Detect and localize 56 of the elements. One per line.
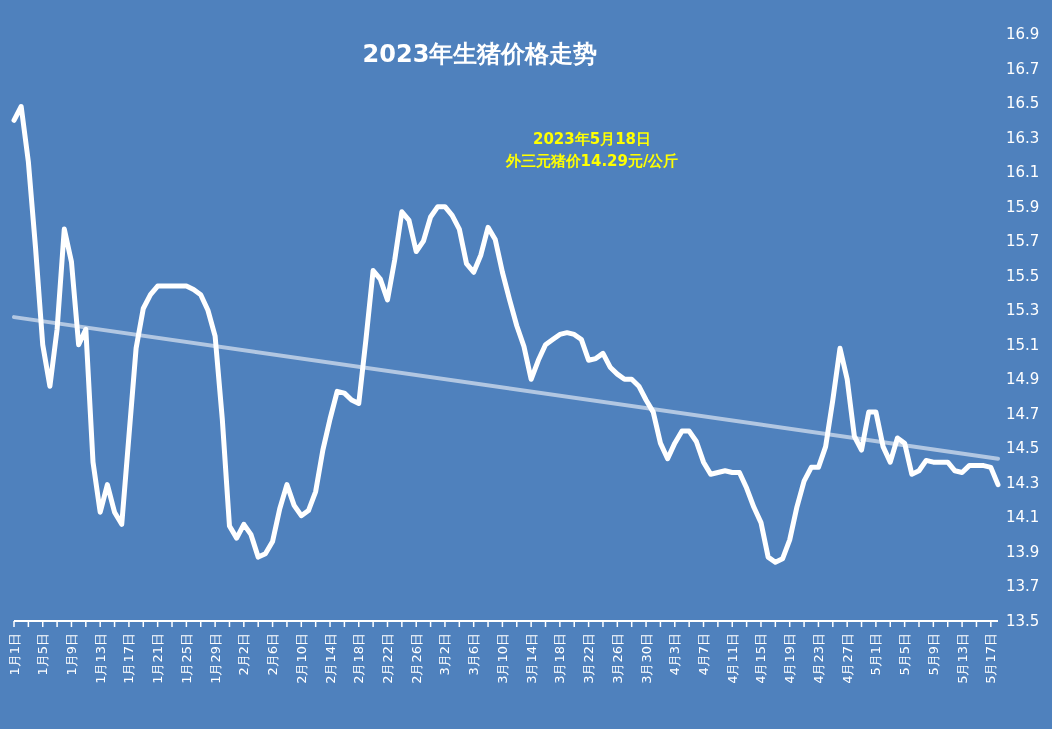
xtick: 4月19日 xyxy=(782,633,798,684)
xtick: 1月21日 xyxy=(150,633,166,684)
ytick: 15.5 xyxy=(1006,266,1040,285)
ytick: 13.7 xyxy=(1006,577,1040,596)
xtick: 1月13日 xyxy=(92,633,108,684)
ytick: 13.5 xyxy=(1006,612,1040,630)
xtick: 3月10日 xyxy=(494,633,510,684)
xtick: 2月22日 xyxy=(380,633,395,684)
ytick: 14.9 xyxy=(1006,370,1040,389)
xtick: 5月9日 xyxy=(925,633,941,676)
ytick: 16.3 xyxy=(1006,128,1040,147)
xtick: 2月2日 xyxy=(236,633,252,676)
ytick: 16.1 xyxy=(1006,163,1040,182)
ytick: 16.9 xyxy=(1006,25,1040,43)
xtick: 2月26日 xyxy=(408,633,424,684)
xtick: 5月1日 xyxy=(868,633,884,676)
xtick: 2月18日 xyxy=(351,633,367,684)
xtick: 3月14日 xyxy=(523,633,539,684)
xtick: 4月11日 xyxy=(724,633,740,684)
xtick: 3月22日 xyxy=(581,633,597,684)
xtick: 2月6日 xyxy=(265,633,281,676)
xtick: 1月1日 xyxy=(6,633,22,676)
xtick: 1月25日 xyxy=(178,633,194,684)
title: 2023年生猪价格走势 xyxy=(362,40,598,68)
xtick: 3月26日 xyxy=(609,633,625,684)
annotation: 2023年5月18日 xyxy=(532,130,652,148)
annotation: 外三元猪价14.29元/公斤 xyxy=(505,152,679,170)
ytick: 15.3 xyxy=(1006,301,1040,320)
ytick: 16.5 xyxy=(1006,94,1040,113)
xtick: 2月10日 xyxy=(293,633,309,684)
xtick: 4月3日 xyxy=(667,633,683,676)
ytick: 14.1 xyxy=(1006,508,1040,527)
ytick: 14.3 xyxy=(1006,473,1040,492)
xtick: 5月17日 xyxy=(983,633,999,684)
ytick: 15.9 xyxy=(1006,197,1040,216)
xtick: 4月27日 xyxy=(839,633,855,684)
ytick: 16.7 xyxy=(1006,59,1040,78)
ytick: 15.1 xyxy=(1006,335,1040,354)
ytick: 14.5 xyxy=(1006,439,1040,458)
xtick: 3月6日 xyxy=(466,633,482,676)
xtick: 1月5日 xyxy=(35,633,51,676)
xtick: 1月9日 xyxy=(63,633,79,676)
xtick: 4月23日 xyxy=(810,633,826,684)
xtick: 5月5日 xyxy=(897,633,913,676)
ytick: 14.7 xyxy=(1006,404,1040,423)
xtick: 4月15日 xyxy=(753,633,769,684)
xtick: 1月17日 xyxy=(121,633,137,684)
xtick: 1月29日 xyxy=(207,633,223,684)
xtick: 3月30日 xyxy=(638,633,654,684)
xtick: 2月14日 xyxy=(322,633,338,684)
xtick: 4月7日 xyxy=(696,633,711,676)
xtick: 5月13日 xyxy=(954,633,970,684)
ytick: 15.7 xyxy=(1006,232,1040,251)
xtick: 3月2日 xyxy=(437,633,453,676)
xtick: 3月18日 xyxy=(552,633,568,684)
ytick: 13.9 xyxy=(1006,542,1040,561)
